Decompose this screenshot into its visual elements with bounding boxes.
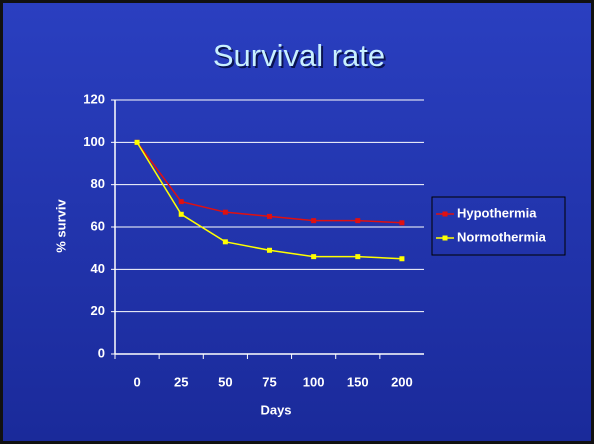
legend-marker (442, 235, 448, 241)
background (3, 3, 591, 441)
point (311, 218, 317, 224)
y-tick-label: 20 (91, 303, 105, 318)
x-tick-label: 200 (391, 374, 413, 389)
legend-label: Hypothermia (457, 205, 537, 220)
y-tick-label: 120 (83, 91, 105, 106)
chart-title-shadow: Survival rate (215, 40, 387, 75)
point (399, 220, 405, 226)
point (267, 213, 272, 219)
legend-label: Normothermia (457, 229, 547, 244)
point (311, 254, 317, 260)
x-tick-label: 100 (303, 374, 325, 389)
point (222, 209, 228, 215)
x-tick-label: 75 (262, 374, 276, 389)
point (355, 218, 361, 224)
point (178, 199, 184, 205)
y-tick-label: 100 (83, 134, 105, 149)
x-axis-label: Days (260, 402, 291, 417)
y-axis-label: % surviv (53, 198, 68, 252)
y-tick-label: 60 (91, 218, 105, 233)
point (178, 211, 184, 217)
legend-box (431, 196, 566, 256)
point (267, 247, 272, 253)
legend-marker (442, 211, 448, 217)
point (355, 254, 361, 260)
x-tick-label: 25 (174, 374, 188, 389)
point (222, 239, 228, 245)
point (399, 256, 405, 262)
point (134, 139, 140, 145)
y-tick-label: 40 (91, 261, 105, 276)
y-tick-label: 0 (98, 345, 105, 360)
x-tick-label: 50 (218, 374, 232, 389)
x-tick-label: 150 (347, 374, 369, 389)
y-tick-label: 80 (91, 176, 105, 191)
chart-title: Survival rate (213, 38, 385, 73)
x-tick-label: 0 (133, 374, 140, 389)
